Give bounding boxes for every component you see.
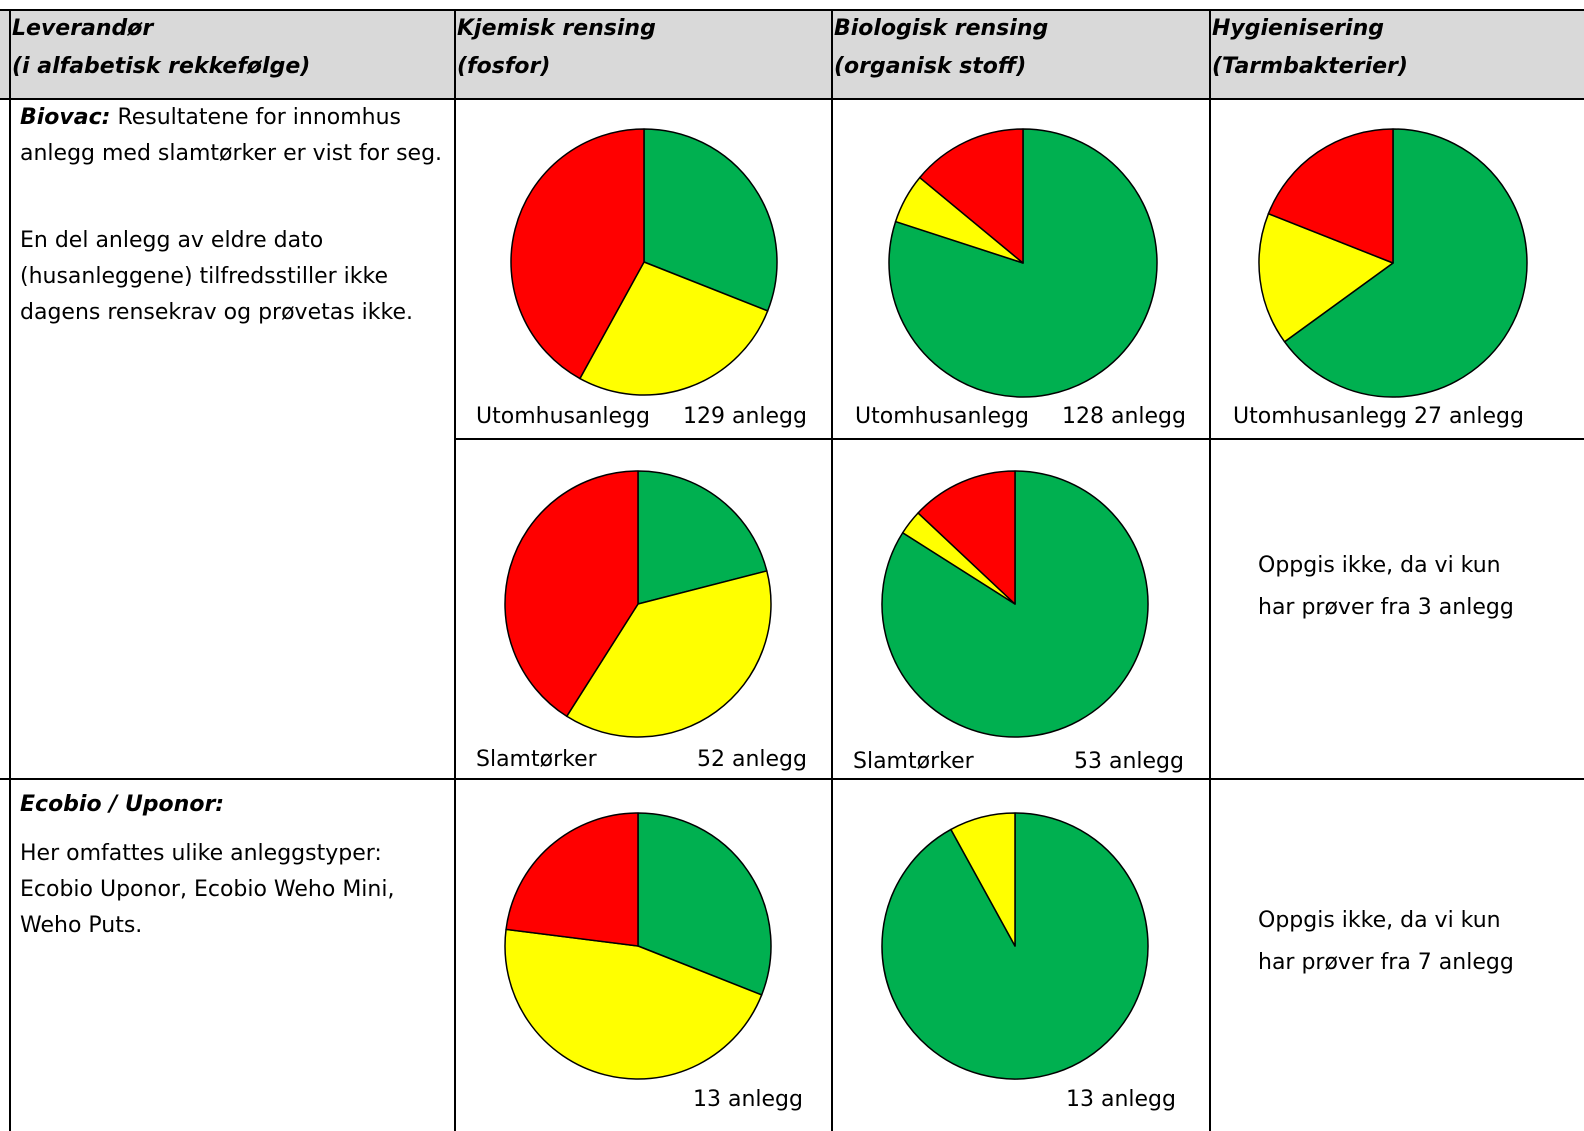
label-bio-ecobio-count: 13 anlegg — [1066, 1087, 1176, 1112]
pie-slice-yellow — [504, 928, 763, 1080]
table-border-header — [0, 98, 1584, 100]
ecobio-description: Her omfattes ulike anleggstyper: Ecobio … — [20, 841, 395, 938]
pie-slice-red — [917, 470, 1016, 605]
pie-chem-biovac-outdoor — [510, 128, 778, 396]
table-border-top — [0, 9, 1584, 11]
label-bio-biovac-sludge-dryer: Slamtørker — [853, 749, 974, 774]
pie-slice-yellow — [950, 812, 1016, 947]
label-chem-ecobio-count: 13 anlegg — [693, 1087, 803, 1112]
label-chem-biovac-outdoor: Utomhusanlegg — [476, 404, 650, 429]
pie-slice-red — [505, 812, 639, 947]
pie-bio-biovac-outdoor — [888, 128, 1158, 398]
pie-chem-ecobio — [504, 812, 772, 1080]
pie-slice-red — [504, 470, 639, 718]
pie-bio-biovac-sludge-dryer — [881, 470, 1149, 738]
header-biological: Biologisk rensing (organisk stoff) — [834, 16, 1049, 79]
biovac-intro: Resultatene for innomhus anlegg med slam… — [20, 105, 443, 166]
table-header-row — [0, 10, 1584, 99]
pie-slice-yellow — [565, 570, 772, 738]
table-border-left — [9, 9, 11, 1131]
table-border-col2 — [454, 9, 456, 1131]
biovac-name: Biovac: — [20, 105, 111, 130]
pie-slice-green — [637, 812, 772, 996]
pie-slice-green — [881, 812, 1149, 1080]
table-border-col3 — [831, 9, 833, 1131]
pie-chem-biovac-sludge-dryer — [504, 470, 772, 738]
label-bio-biovac-outdoor-count: 128 anlegg — [1062, 404, 1186, 429]
label-chem-biovac-sludge-dryer: Slamtørker — [476, 747, 597, 772]
table-border-col4 — [1209, 9, 1211, 1131]
pie-slice-red — [919, 128, 1024, 264]
pie-slice-yellow — [1258, 212, 1394, 343]
pie-slice-red — [1267, 128, 1394, 264]
biovac-note: En del anlegg av eldre dato (husanleggen… — [20, 228, 414, 325]
header-chemical: Kjemisk rensing (fosfor) — [457, 16, 656, 79]
pie-slice-green — [643, 128, 778, 312]
ecobio-name: Ecobio / Uponor: — [20, 792, 225, 817]
label-chem-biovac-outdoor-count: 129 anlegg — [683, 404, 807, 429]
table-border-row2 — [0, 778, 1584, 780]
label-bio-biovac-sludge-dryer-count: 53 anlegg — [1074, 749, 1184, 774]
label-bio-biovac-outdoor: Utomhusanlegg — [855, 404, 1029, 429]
label-chem-biovac-sludge-dryer-count: 52 anlegg — [697, 747, 807, 772]
label-hyg-biovac-outdoor: Utomhusanlegg 27 anlegg — [1233, 404, 1524, 429]
pie-bio-ecobio — [881, 812, 1149, 1080]
pie-slice-yellow — [579, 261, 769, 396]
pie-slice-green — [637, 470, 768, 605]
biovac-hygiene-note: Oppgis ikke, da vi kun har prøver fra 3 a… — [1258, 553, 1514, 620]
header-hygienization: Hygienisering (Tarmbakterier) — [1212, 16, 1408, 79]
biovac-description: Biovac: Resultatene for innomhus anlegg … — [20, 100, 450, 172]
pie-hyg-biovac-outdoor — [1258, 128, 1528, 398]
pie-slice-green — [1283, 128, 1528, 398]
table-border-row1 — [454, 438, 1584, 440]
header-supplier: Leverandør (i alfabetisk rekkefølge) — [12, 16, 311, 79]
ecobio-hygiene-note: Oppgis ikke, da vi kun har prøver fra 7 a… — [1258, 908, 1514, 975]
pie-slice-red — [510, 128, 645, 380]
